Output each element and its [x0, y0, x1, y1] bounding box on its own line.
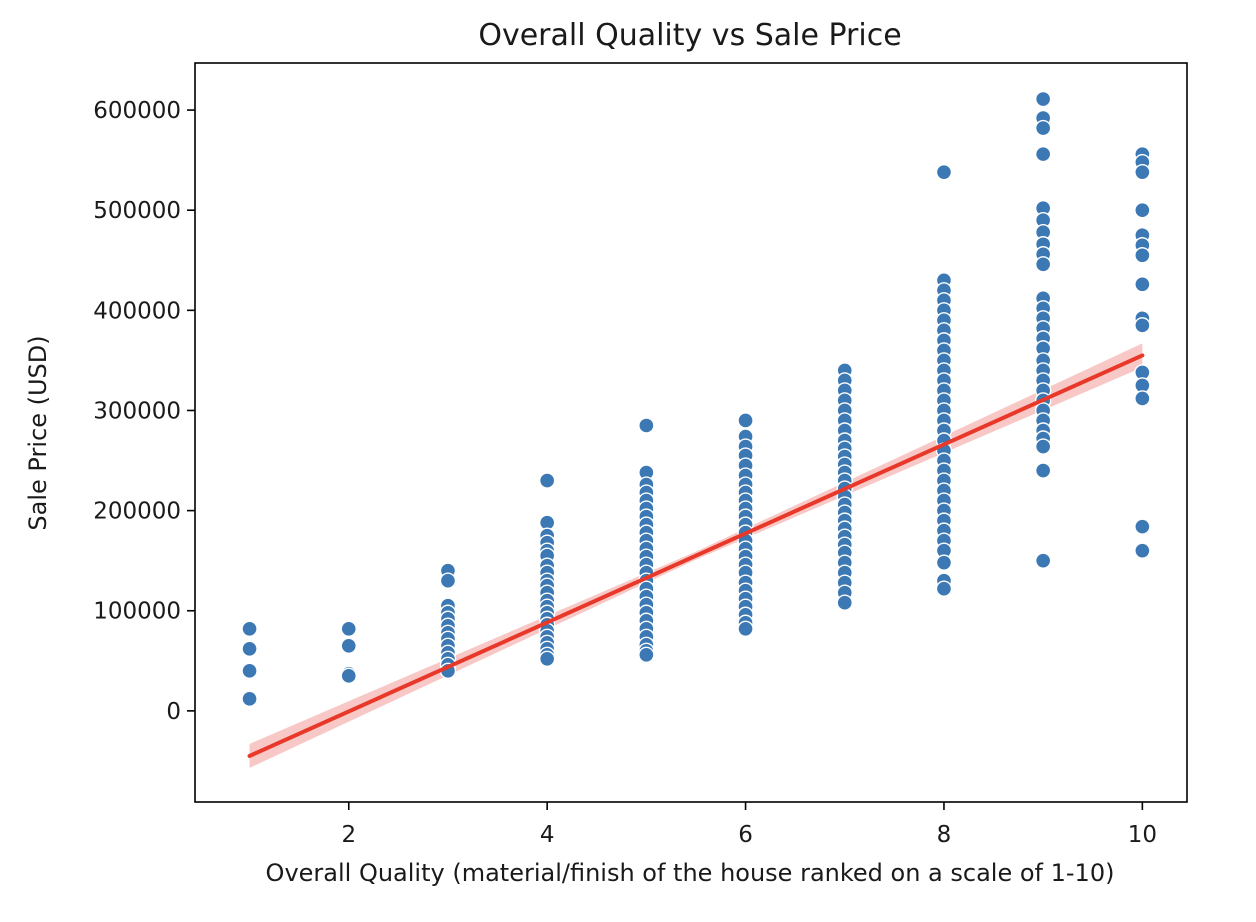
x-axis-ticks: 2 4 6 8 10 [341, 802, 1157, 848]
data-point [1134, 276, 1151, 293]
data-point [1134, 163, 1151, 181]
data-point [836, 594, 853, 611]
y-tick-label: 500000 [93, 198, 181, 224]
regression-layer [247, 353, 1145, 758]
data-point [538, 472, 556, 489]
x-tick-label: 8 [937, 822, 952, 848]
y-tick-label: 400000 [93, 298, 181, 324]
data-point [538, 650, 556, 668]
data-point [935, 163, 953, 181]
data-point [241, 620, 258, 637]
data-point [1134, 390, 1151, 407]
data-point [935, 580, 953, 597]
data-point [1134, 201, 1151, 219]
x-axis-label: Overall Quality (material/finish of the … [266, 859, 1115, 887]
x-tick-label: 2 [341, 822, 356, 848]
data-point [241, 690, 258, 708]
x-tick-label: 6 [738, 822, 753, 848]
data-point [1034, 462, 1052, 479]
data-point [1034, 90, 1052, 108]
data-point [241, 662, 258, 680]
data-point [340, 637, 357, 654]
data-point [638, 417, 655, 434]
y-tick-label: 200000 [93, 499, 181, 525]
data-point [1034, 119, 1052, 137]
data-point [1034, 145, 1052, 163]
x-tick-label: 10 [1128, 822, 1157, 848]
y-tick-label: 100000 [93, 599, 181, 625]
scatter-points [241, 90, 1151, 708]
y-axis-label: Sale Price (USD) [24, 335, 52, 530]
data-point [340, 620, 357, 637]
y-tick-label: 600000 [93, 98, 181, 124]
x-tick-label: 4 [540, 822, 555, 848]
data-point [1134, 317, 1151, 334]
y-tick-label: 0 [166, 699, 181, 725]
data-point [1034, 438, 1052, 455]
plot-frame [194, 62, 1188, 803]
data-point [439, 572, 457, 589]
data-point [737, 620, 754, 637]
chart-title: Overall Quality vs Sale Price [478, 18, 901, 53]
regression-line [247, 353, 1145, 758]
data-point [241, 640, 258, 657]
y-tick-label: 300000 [93, 398, 181, 424]
data-point [1134, 542, 1151, 559]
data-point [737, 412, 754, 429]
data-point [638, 646, 655, 664]
data-point [935, 554, 953, 571]
y-axis-ticks: 0 100000 200000 300000 400000 500000 600000 [93, 98, 195, 725]
data-point [1134, 247, 1151, 264]
data-point [1034, 552, 1052, 569]
data-point [340, 667, 357, 685]
data-point [1134, 518, 1151, 535]
data-point [1034, 256, 1052, 273]
